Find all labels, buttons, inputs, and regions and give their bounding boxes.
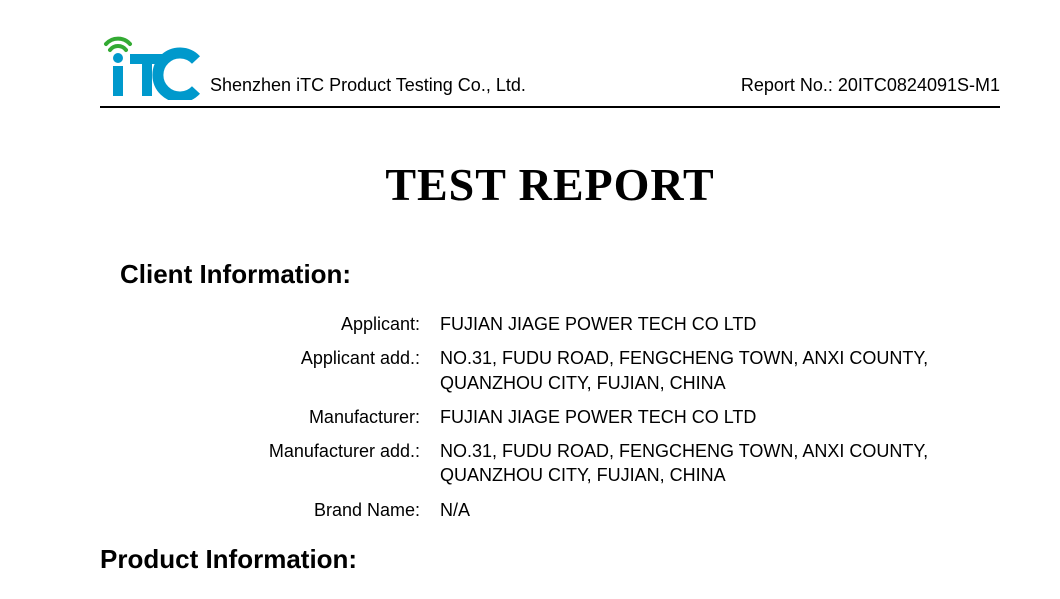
header-row: Shenzhen iTC Product Testing Co., Ltd. R…: [100, 30, 1000, 100]
company-name: Shenzhen iTC Product Testing Co., Ltd.: [210, 75, 526, 100]
applicant-add-value: NO.31, FUDU ROAD, FENGCHENG TOWN, ANXI C…: [440, 346, 960, 395]
report-no-value: 20ITC0824091S-M1: [838, 75, 1000, 95]
applicant-value: FUJIAN JIAGE POWER TECH CO LTD: [440, 312, 960, 336]
manufacturer-value: FUJIAN JIAGE POWER TECH CO LTD: [440, 405, 960, 429]
itc-logo-icon: [100, 30, 200, 100]
manufacturer-add-label: Manufacturer add.:: [120, 439, 420, 462]
manufacturer-label: Manufacturer:: [120, 405, 420, 428]
manufacturer-add-value: NO.31, FUDU ROAD, FENGCHENG TOWN, ANXI C…: [440, 439, 960, 488]
product-info-heading: Product Information:: [100, 544, 1000, 575]
report-no-label: Report No.:: [741, 75, 833, 95]
header-rule: [100, 106, 1000, 108]
client-info-grid: Applicant: FUJIAN JIAGE POWER TECH CO LT…: [120, 312, 970, 522]
brand-name-label: Brand Name:: [120, 498, 420, 521]
brand-name-value: N/A: [440, 498, 960, 522]
client-info-heading: Client Information:: [120, 259, 1000, 290]
report-number: Report No.: 20ITC0824091S-M1: [741, 75, 1000, 100]
applicant-label: Applicant:: [120, 312, 420, 335]
logo-block: Shenzhen iTC Product Testing Co., Ltd.: [100, 30, 526, 100]
report-page: Shenzhen iTC Product Testing Co., Ltd. R…: [0, 0, 1060, 599]
applicant-add-label: Applicant add.:: [120, 346, 420, 369]
report-title: TEST REPORT: [100, 158, 1000, 211]
